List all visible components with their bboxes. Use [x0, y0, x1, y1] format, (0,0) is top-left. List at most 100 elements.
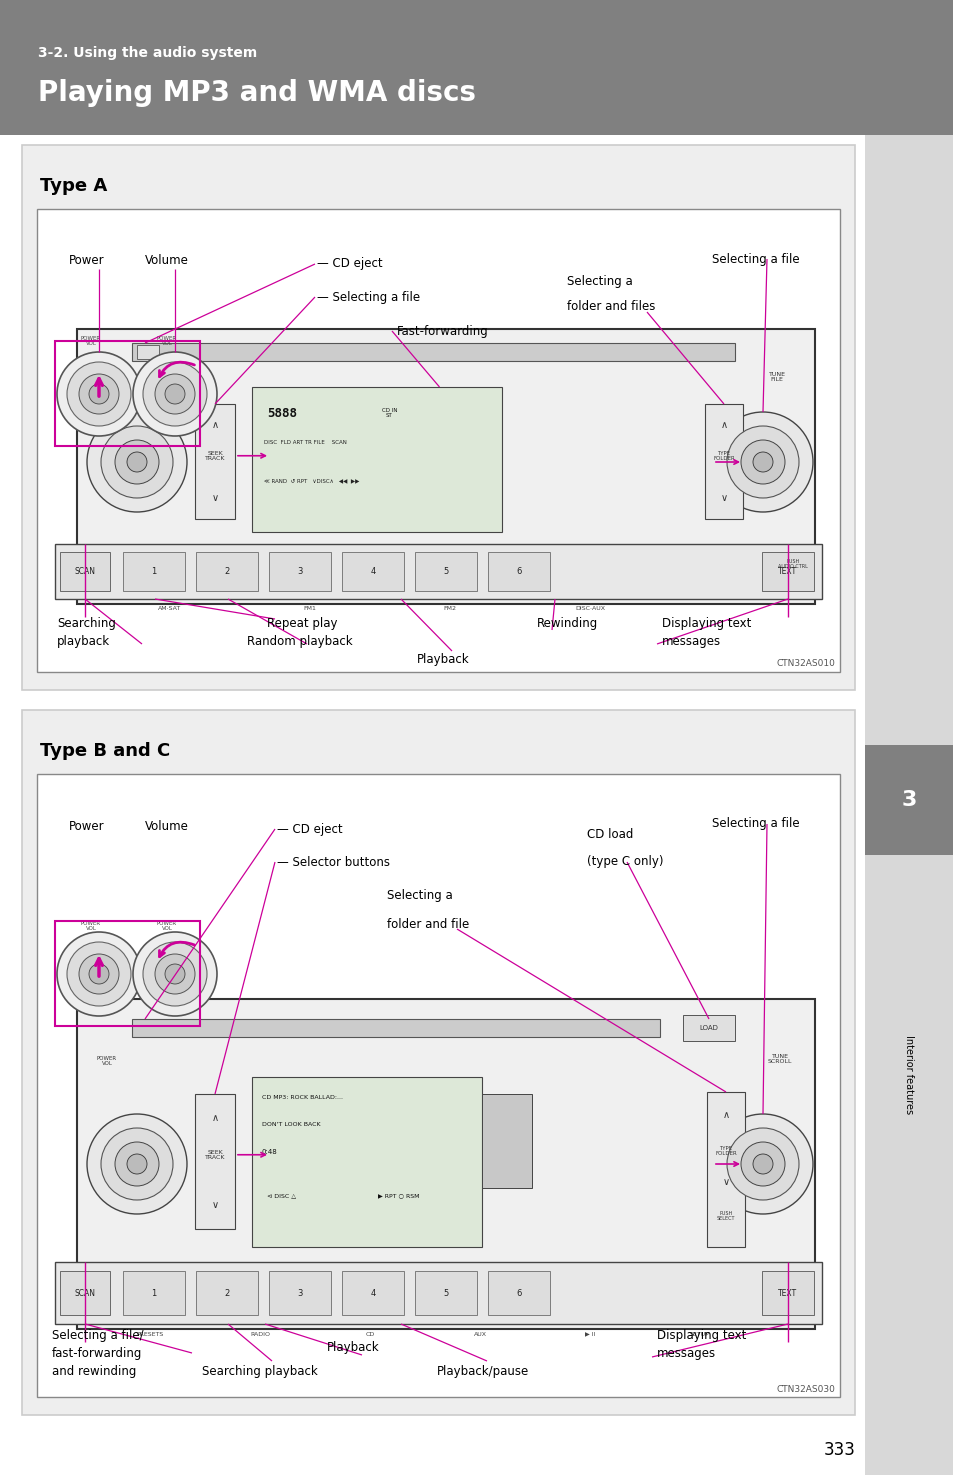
Text: messages: messages — [661, 636, 720, 649]
Circle shape — [712, 1114, 812, 1214]
Circle shape — [87, 412, 187, 512]
Bar — [60, 552, 110, 591]
Text: POWER
VOL: POWER VOL — [81, 336, 101, 347]
Text: POWER
VOL: POWER VOL — [157, 336, 177, 347]
Bar — [77, 329, 814, 603]
Text: POWER
VOL: POWER VOL — [81, 920, 101, 931]
Text: LOAD: LOAD — [699, 1025, 718, 1031]
Text: Playing MP3 and WMA discs: Playing MP3 and WMA discs — [38, 80, 476, 108]
Text: TEXT: TEXT — [778, 1289, 797, 1298]
Text: 3: 3 — [901, 791, 916, 810]
Circle shape — [132, 353, 216, 437]
Text: POWER
VOL: POWER VOL — [97, 376, 117, 386]
Text: ⊲ DISC △: ⊲ DISC △ — [267, 1193, 295, 1199]
Text: fast-forwarding: fast-forwarding — [52, 1347, 142, 1360]
Text: SEEK
TRACK: SEEK TRACK — [205, 1149, 225, 1159]
Text: ≪ RAND  ↺ RPT   ∨DISC∧   ◀◀  ▶▶: ≪ RAND ↺ RPT ∨DISC∧ ◀◀ ▶▶ — [264, 479, 359, 484]
Circle shape — [143, 361, 207, 426]
Text: FM1: FM1 — [303, 606, 316, 612]
Text: 2: 2 — [224, 1289, 230, 1298]
Circle shape — [712, 412, 812, 512]
Bar — [682, 1015, 734, 1041]
Text: TUNE
SCROLL: TUNE SCROLL — [767, 1055, 791, 1063]
Text: 5: 5 — [443, 566, 448, 577]
Text: ∧: ∧ — [212, 420, 218, 429]
Bar — [123, 1271, 185, 1316]
Text: TYPE
FOLDER: TYPE FOLDER — [713, 450, 734, 462]
Bar — [132, 344, 734, 361]
Text: Interior features: Interior features — [903, 1035, 913, 1115]
Text: ∨: ∨ — [212, 1199, 218, 1210]
Text: AUX: AUX — [473, 1332, 486, 1336]
Bar — [341, 1271, 403, 1316]
Bar — [60, 1271, 110, 1316]
Circle shape — [67, 361, 131, 426]
Text: 4: 4 — [370, 1289, 375, 1298]
Bar — [137, 345, 159, 358]
Circle shape — [67, 943, 131, 1006]
Text: 1: 1 — [152, 1289, 156, 1298]
Text: 4: 4 — [370, 566, 375, 577]
Text: PRESETS: PRESETS — [136, 1332, 164, 1336]
Text: Fast-forwarding: Fast-forwarding — [396, 324, 488, 338]
Text: Playback/pause: Playback/pause — [436, 1364, 529, 1378]
Text: Random playback: Random playback — [247, 636, 353, 649]
Bar — [704, 404, 742, 519]
Bar — [37, 209, 840, 673]
Circle shape — [57, 932, 141, 1016]
Text: Displaying text: Displaying text — [657, 1329, 745, 1341]
Circle shape — [101, 1128, 172, 1201]
Text: FM2: FM2 — [443, 606, 456, 612]
Circle shape — [79, 375, 119, 414]
Text: (type C only): (type C only) — [586, 855, 662, 869]
Text: 0:48: 0:48 — [262, 1149, 277, 1155]
Circle shape — [154, 375, 194, 414]
Bar — [761, 552, 813, 591]
Bar — [341, 552, 403, 591]
Text: 5888: 5888 — [267, 407, 296, 419]
Circle shape — [726, 1128, 799, 1201]
Text: Selecting a file: Selecting a file — [711, 817, 799, 830]
Circle shape — [115, 1142, 159, 1186]
Text: 2: 2 — [224, 566, 230, 577]
Bar — [22, 709, 854, 1415]
Text: 333: 333 — [822, 1441, 855, 1459]
Text: — CD eject: — CD eject — [276, 823, 342, 835]
Text: ∧: ∧ — [212, 1114, 218, 1124]
Bar — [194, 404, 234, 519]
Text: 3: 3 — [297, 566, 302, 577]
Circle shape — [752, 451, 772, 472]
Bar — [194, 1094, 234, 1229]
Circle shape — [101, 426, 172, 499]
Circle shape — [89, 965, 109, 984]
Text: folder and file: folder and file — [387, 917, 469, 931]
Bar — [252, 1077, 481, 1246]
Text: ∧: ∧ — [720, 420, 727, 429]
Circle shape — [740, 1142, 784, 1186]
Text: — Selecting a file: — Selecting a file — [316, 291, 419, 304]
Text: PUSH
SELECT: PUSH SELECT — [716, 1211, 735, 1221]
Text: Selecting a: Selecting a — [387, 889, 453, 903]
Bar — [488, 1271, 550, 1316]
Text: — Selector buttons: — Selector buttons — [276, 855, 390, 869]
Text: Volume: Volume — [145, 255, 189, 267]
Bar — [269, 1271, 331, 1316]
Bar — [77, 999, 814, 1329]
Bar — [195, 1271, 257, 1316]
Text: 3: 3 — [297, 1289, 302, 1298]
Circle shape — [143, 943, 207, 1006]
Circle shape — [57, 353, 141, 437]
Bar — [0, 0, 953, 136]
Text: Type A: Type A — [40, 177, 107, 195]
Text: playback: playback — [57, 636, 110, 649]
Bar — [132, 1019, 659, 1037]
Text: CTN32AS010: CTN32AS010 — [776, 659, 834, 668]
Circle shape — [127, 1153, 147, 1174]
Text: DISC  FLD ART TR FILE    SCAN: DISC FLD ART TR FILE SCAN — [264, 440, 347, 444]
Text: AM·SAT: AM·SAT — [158, 606, 181, 612]
Text: Power: Power — [70, 255, 105, 267]
Text: Selecting a file/: Selecting a file/ — [52, 1329, 144, 1341]
Circle shape — [89, 384, 109, 404]
Text: TEXT: TEXT — [778, 566, 797, 577]
Bar — [123, 552, 185, 591]
